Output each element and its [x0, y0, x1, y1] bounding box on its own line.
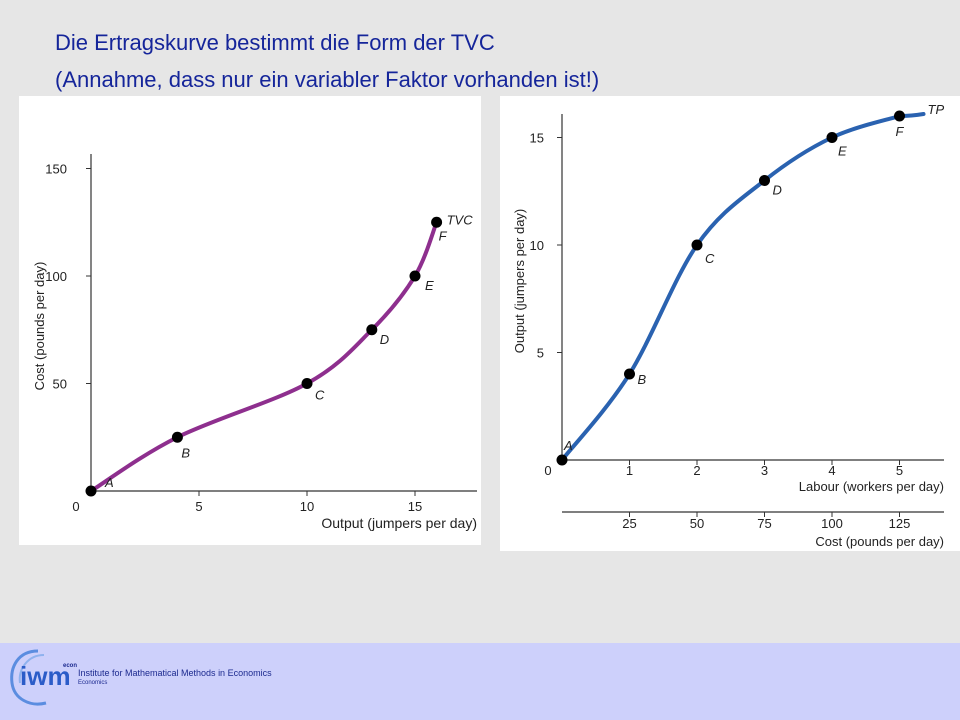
tp-chart-panel: 5 10 15 0 1 2 3 4 5 25 50 75 100 125 Output (jumpers p…: [500, 96, 960, 551]
cost-tick-label: 25: [622, 516, 636, 531]
x-tick-label: 2: [693, 463, 700, 478]
y-tick-label: 50: [53, 377, 67, 392]
y-tick-label: 100: [45, 269, 67, 284]
logo-text: iwm: [20, 661, 71, 691]
point-label-a: A: [104, 475, 114, 490]
data-point-a: [85, 485, 97, 497]
data-point-d: [759, 175, 770, 186]
x-tick-label: 3: [761, 463, 768, 478]
y-tick-label: 15: [530, 131, 544, 146]
x-tick-label: 4: [828, 463, 835, 478]
data-point-c: [301, 378, 313, 389]
data-point-b: [171, 431, 183, 443]
x-axis-label: Labour (workers per day): [799, 479, 944, 494]
data-point-c: [691, 239, 703, 251]
slide-title-line1: Die Ertragskurve bestimmt die Form der T…: [55, 30, 495, 55]
footer-bar: iwm econ Institute for Mathematical Meth…: [0, 643, 960, 720]
x-tick-label: 5: [896, 463, 903, 478]
slide-title-line2: (Annahme, dass nur ein variabler Faktor …: [55, 67, 600, 92]
tp-curve: [560, 112, 926, 462]
x-tick-label: 0: [72, 499, 79, 514]
point-label-b: B: [181, 445, 190, 460]
point-label-a: A: [563, 438, 573, 453]
data-point-f: [431, 216, 443, 228]
iwm-logo: iwm econ: [8, 645, 78, 711]
cost-axis-label: Cost (pounds per day): [815, 534, 944, 549]
tp-chart: 5 10 15 0 1 2 3 4 5 25 50 75 100 125 Output (jumpers p…: [512, 102, 945, 549]
y-tick-label: 10: [530, 238, 544, 253]
x-tick-label: 10: [300, 499, 314, 514]
tvc-curve: [89, 220, 439, 493]
point-label-e: E: [425, 278, 434, 293]
data-point-d: [366, 324, 378, 336]
series-label-tvc: TVC: [447, 212, 474, 227]
point-label-f: F: [896, 124, 905, 139]
point-label-d: D: [773, 183, 782, 198]
cost-tick-label: 75: [757, 516, 771, 531]
x-tick-label: 1: [626, 463, 633, 478]
point-label-b: B: [638, 372, 647, 387]
series-label-tp: TP: [928, 102, 945, 117]
y-tick-label: 150: [45, 162, 67, 177]
tvc-chart: 50 100 150 0 5 10 15 Cost (pounds per day) Outpu…: [32, 154, 477, 531]
institute-name: Institute for Mathematical Methods in Ec…: [78, 668, 272, 678]
point-label-f: F: [439, 228, 448, 243]
y-axis-label: Output (jumpers per day): [512, 209, 527, 354]
data-point-e: [409, 270, 421, 282]
point-label-c: C: [315, 388, 325, 403]
data-point-e: [826, 132, 838, 143]
x-tick-label: 15: [408, 499, 422, 514]
institute-subtext: Economics: [78, 680, 108, 686]
point-label-d: D: [380, 332, 389, 347]
tvc-chart-panel: 50 100 150 0 5 10 15 Cost (pounds per day) Outpu…: [19, 96, 481, 545]
point-label-e: E: [838, 144, 847, 159]
x-tick-label: 5: [195, 499, 202, 514]
cost-tick-label: 100: [821, 516, 843, 531]
logo-super: econ: [63, 663, 77, 669]
data-point-b: [624, 368, 635, 380]
y-tick-label: 5: [537, 346, 544, 361]
y-axis-label: Cost (pounds per day): [32, 262, 47, 391]
point-label-c: C: [705, 251, 715, 266]
data-point-f: [894, 110, 905, 122]
x-axis-label: Output (jumpers per day): [321, 515, 477, 531]
x-tick-label: 0: [544, 463, 551, 478]
data-point-a: [556, 454, 568, 466]
cost-tick-label: 50: [690, 516, 704, 531]
cost-tick-label: 125: [889, 516, 911, 531]
